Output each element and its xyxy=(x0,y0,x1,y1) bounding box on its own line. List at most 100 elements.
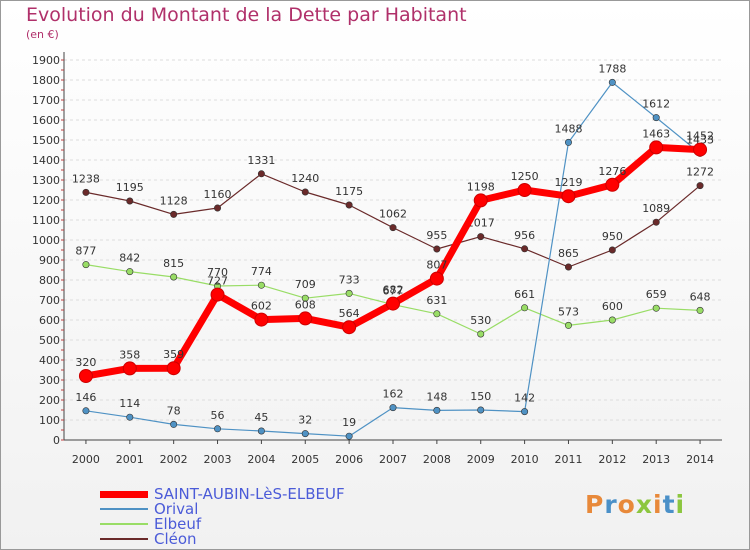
data-point xyxy=(170,420,178,428)
data-point xyxy=(257,170,265,178)
data-label: 114 xyxy=(119,397,140,410)
data-label: 682 xyxy=(383,284,404,297)
data-point xyxy=(608,316,616,324)
data-point xyxy=(345,289,353,297)
data-point xyxy=(257,427,265,435)
data-point xyxy=(564,263,572,271)
y-tick-label: 100 xyxy=(39,414,60,427)
data-label: 142 xyxy=(514,392,535,405)
data-point xyxy=(166,361,181,376)
data-point xyxy=(210,287,225,302)
data-point xyxy=(122,361,137,376)
data-label: 1089 xyxy=(642,202,670,215)
data-label: 648 xyxy=(690,290,711,303)
data-point xyxy=(301,188,309,196)
data-label: 358 xyxy=(119,348,140,361)
y-tick-label: 900 xyxy=(39,254,60,267)
y-tick-label: 400 xyxy=(39,354,60,367)
x-tick-label: 2009 xyxy=(467,453,495,466)
data-point xyxy=(170,210,178,218)
data-point xyxy=(82,407,90,415)
legend-swatch-orival xyxy=(100,508,148,510)
y-tick-label: 200 xyxy=(39,394,60,407)
legend-item-elbeuf: Elbeuf xyxy=(100,516,201,532)
data-label: 1219 xyxy=(554,176,582,189)
legend-item-saint-aubin: SAINT-AUBIN-LèS-ELBEUF xyxy=(100,486,345,502)
y-tick-label: 1300 xyxy=(32,174,60,187)
data-label: 359 xyxy=(163,348,184,361)
data-point xyxy=(301,294,309,302)
y-tick-label: 0 xyxy=(53,434,60,447)
data-point xyxy=(517,183,532,197)
data-label: 600 xyxy=(602,300,623,313)
data-point xyxy=(561,189,576,204)
y-tick-label: 1900 xyxy=(32,54,60,67)
legend-label-saint-aubin: SAINT-AUBIN-LèS-ELBEUF xyxy=(154,484,345,503)
x-tick-label: 2004 xyxy=(247,453,275,466)
logo-letter: o xyxy=(617,490,636,519)
legend-label-orival: Orival xyxy=(154,499,199,518)
data-label: 56 xyxy=(211,409,225,422)
data-point xyxy=(429,271,444,286)
data-label: 1331 xyxy=(247,154,275,167)
data-point xyxy=(433,310,441,318)
data-point xyxy=(433,406,441,414)
y-tick-label: 1000 xyxy=(32,234,60,247)
y-tick-label: 1500 xyxy=(32,134,60,147)
x-tick-label: 2011 xyxy=(554,453,582,466)
y-tick-label: 1400 xyxy=(32,154,60,167)
data-label: 774 xyxy=(251,265,272,278)
data-label: 148 xyxy=(426,390,447,403)
data-label: 661 xyxy=(514,288,535,301)
logo-letter: x xyxy=(635,490,653,519)
data-label: 146 xyxy=(75,391,96,404)
data-point xyxy=(564,138,572,146)
data-point xyxy=(301,430,309,438)
data-point xyxy=(652,114,660,122)
y-tick-label: 500 xyxy=(39,334,60,347)
data-label: 1433 xyxy=(686,133,714,146)
data-point xyxy=(170,273,178,281)
series-orival: 146 114 78 56 45 32 19 162 148 150 142 1488 1788 1612… xyxy=(75,62,714,440)
data-point xyxy=(473,193,488,208)
data-point xyxy=(433,245,441,253)
data-point xyxy=(78,369,93,383)
data-point xyxy=(298,311,313,326)
legend-item-orival: Orival xyxy=(100,501,198,517)
data-label: 631 xyxy=(426,294,447,307)
data-label: 530 xyxy=(470,314,491,327)
x-tick-label: 2005 xyxy=(291,453,319,466)
data-point xyxy=(345,201,353,209)
data-label: 807 xyxy=(426,259,447,272)
y-tick-label: 600 xyxy=(39,314,60,327)
data-point xyxy=(696,182,704,190)
logo-letter: P xyxy=(585,490,605,519)
data-label: 150 xyxy=(470,390,491,403)
data-label: 320 xyxy=(75,356,96,369)
logo-letter: t xyxy=(662,490,676,519)
data-label: 1238 xyxy=(72,172,100,185)
data-label: 1128 xyxy=(160,194,188,207)
y-tick-label: 1700 xyxy=(32,94,60,107)
data-point xyxy=(214,204,222,212)
proxiti-logo: Proxiti xyxy=(585,490,685,519)
legend-swatch-cleon xyxy=(100,538,148,540)
data-point xyxy=(82,188,90,196)
legend-swatch-saint-aubin xyxy=(100,490,148,498)
data-point xyxy=(126,197,134,205)
data-point xyxy=(342,320,357,335)
data-point xyxy=(254,312,269,327)
y-tick-label: 300 xyxy=(39,374,60,387)
data-label: 1175 xyxy=(335,185,363,198)
x-tick-label: 2013 xyxy=(642,453,670,466)
legend-item-cleon: Cléon xyxy=(100,531,197,547)
data-label: 602 xyxy=(251,300,272,313)
data-point xyxy=(521,304,529,312)
x-tick-label: 2014 xyxy=(686,453,714,466)
data-point xyxy=(345,432,353,440)
data-label: 956 xyxy=(514,229,535,242)
data-label: 1463 xyxy=(642,127,670,140)
